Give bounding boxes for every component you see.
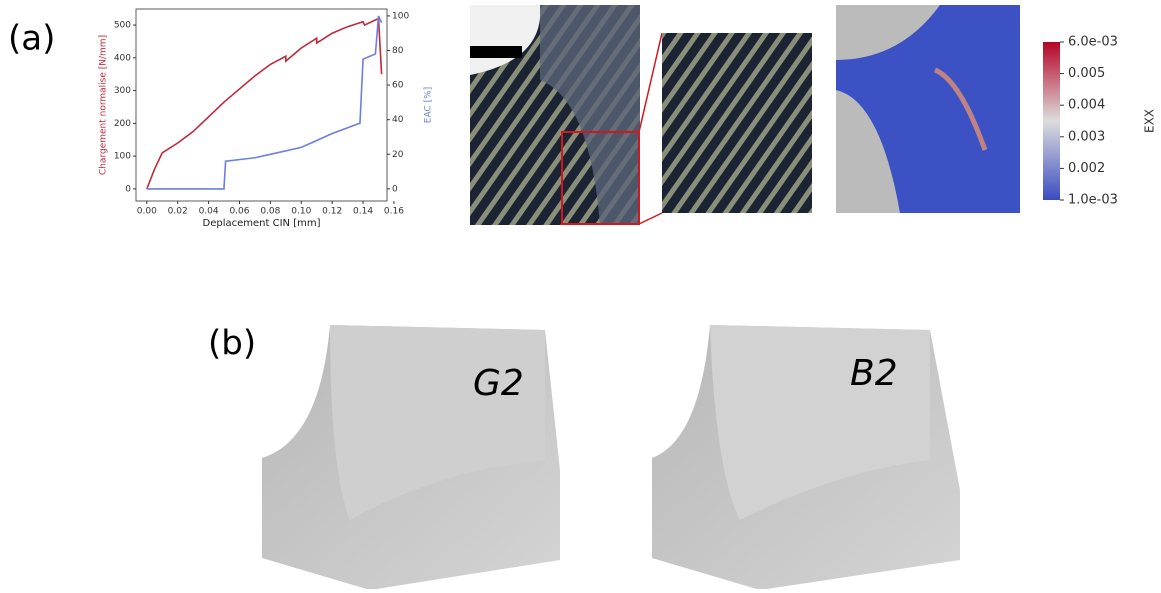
strain-map bbox=[836, 5, 1020, 213]
y-tick-label: 400 bbox=[114, 53, 131, 63]
colorbar-tick-label: 0.002 bbox=[1068, 161, 1105, 176]
x-tick-label: 0.12 bbox=[322, 207, 342, 217]
x-tick-label: 0.02 bbox=[168, 207, 188, 217]
x-tick-label: 0.10 bbox=[291, 207, 311, 217]
colorbar-tick-label: 0.005 bbox=[1068, 66, 1105, 81]
render-label: B2 bbox=[850, 353, 898, 394]
y-tick-label: 100 bbox=[114, 152, 131, 162]
x-tick-label: 0.00 bbox=[137, 207, 157, 217]
y-tick-label: 300 bbox=[114, 86, 131, 96]
y2-axis-label: EAC [%] bbox=[424, 87, 434, 123]
colorbar-tick-label: 0.003 bbox=[1068, 129, 1105, 144]
x-tick-label: 0.16 bbox=[384, 207, 404, 217]
y2-tick-label: 0 bbox=[392, 184, 398, 194]
micrograph bbox=[470, 5, 812, 225]
y-axis-label: Chargement normalise [N/mm] bbox=[99, 35, 109, 175]
colorbar bbox=[1043, 42, 1060, 200]
y2-tick-label: 40 bbox=[392, 115, 404, 125]
y-tick-label: 0 bbox=[125, 184, 131, 194]
y2-tick-label: 60 bbox=[392, 81, 404, 91]
x-tick-label: 0.04 bbox=[199, 207, 219, 217]
y-tick-label: 500 bbox=[114, 21, 131, 31]
colorbar-label: EXX bbox=[1143, 109, 1157, 133]
y-tick-label: 200 bbox=[114, 119, 131, 129]
render-label: G2 bbox=[473, 363, 524, 404]
y2-tick-label: 80 bbox=[392, 46, 404, 56]
render bbox=[262, 325, 960, 590]
x-tick-label: 0.08 bbox=[260, 207, 280, 217]
plot-frame bbox=[135, 8, 388, 202]
colorbar-tick-label: 0.004 bbox=[1068, 98, 1105, 113]
x-axis-label: Deplacement CIN [mm] bbox=[203, 218, 321, 229]
line-series bbox=[146, 15, 383, 190]
y2-tick-label: 20 bbox=[392, 150, 404, 160]
y2-tick-label: 100 bbox=[392, 11, 409, 21]
x-tick-label: 0.06 bbox=[229, 207, 249, 217]
panel-label: (a) bbox=[8, 19, 55, 59]
panel-label: (b) bbox=[208, 324, 256, 364]
line-series bbox=[146, 17, 383, 190]
x-tick-label: 0.14 bbox=[353, 207, 373, 217]
colorbar-tick-label: 1.0e-03 bbox=[1068, 193, 1118, 208]
colorbar-tick-label: 6.0e-03 bbox=[1068, 35, 1118, 50]
